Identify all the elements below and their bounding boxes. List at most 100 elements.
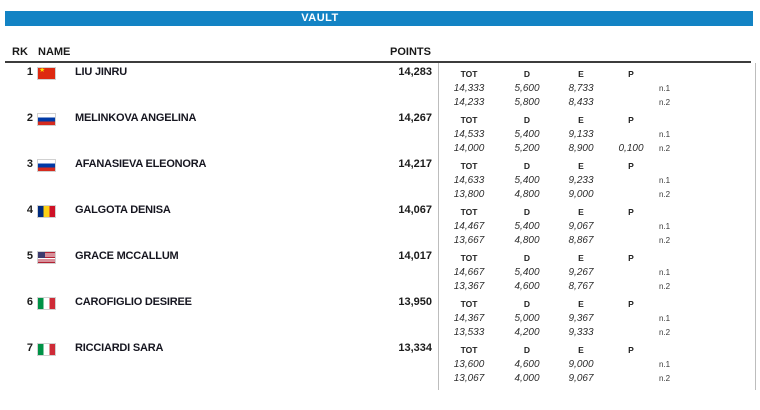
penalty-column-header: P: [628, 298, 634, 309]
d-score-column-header: D: [523, 344, 531, 355]
competitor-row: 4 GALGOTA DENISA 14,067 TOT D E P 14,467…: [0, 202, 760, 248]
vault-2-e-score: 8,767: [568, 280, 594, 292]
vault-detail-table: TOT D E P 14,533 5,400 9,133 n.1 14,000 …: [438, 110, 756, 155]
vault-1-e-score: 8,733: [568, 82, 594, 94]
total-points: 14,067: [398, 204, 432, 216]
attempt-column-spacer: [654, 348, 756, 350]
vault-2-label: n.2: [659, 327, 671, 337]
e-score-column-header: E: [578, 114, 584, 125]
romania-flag-icon: [38, 206, 55, 217]
vault-1-e-score: 9,133: [568, 128, 594, 140]
detail-header-row: TOT D E P: [438, 202, 756, 219]
competitor-row: 6 CAROFIGLIO DESIREE 13,950 TOT D E P 14…: [0, 294, 760, 340]
vault-2-row: 13,667 4,800 8,867 n.2: [438, 233, 756, 247]
total-points: 14,283: [398, 66, 432, 78]
tot-column-header: TOT: [460, 206, 478, 217]
vault-1-total: 14,533: [453, 128, 485, 140]
vault-2-d-score: 5,200: [514, 142, 540, 154]
vault-1-total: 14,333: [453, 82, 485, 94]
e-score-column-header: E: [578, 252, 584, 263]
penalty-column-header: P: [628, 114, 634, 125]
vault-2-d-score: 4,800: [514, 188, 540, 200]
d-score-column-header: D: [523, 114, 531, 125]
competitor-name: MELINKOVA ANGELINA: [75, 112, 197, 124]
vault-1-label: n.1: [659, 175, 671, 185]
total-points: 14,217: [398, 158, 432, 170]
vault-1-row: 14,467 5,400 9,067 n.1: [438, 219, 756, 233]
d-score-column-header: D: [523, 252, 531, 263]
penalty-column-header: P: [628, 160, 634, 171]
vault-2-penalty: 0,100: [618, 142, 644, 154]
detail-header-row: TOT D E P: [438, 294, 756, 311]
vault-1-label: n.1: [659, 129, 671, 139]
vault-1-row: 14,533 5,400 9,133 n.1: [438, 127, 756, 141]
name-column-header: NAME: [38, 46, 71, 58]
penalty-column-header: P: [628, 68, 634, 79]
vault-detail-table: TOT D E P 14,467 5,400 9,067 n.1 13,667 …: [438, 202, 756, 247]
competitor-name: GRACE MCCALLUM: [75, 250, 179, 262]
vault-detail-table: TOT D E P 14,333 5,600 8,733 n.1 14,233 …: [438, 64, 756, 109]
vault-2-e-score: 8,867: [568, 234, 594, 246]
vault-1-label: n.1: [659, 267, 671, 277]
vault-2-label: n.2: [659, 235, 671, 245]
rank-number: 5: [26, 250, 33, 262]
tot-column-header: TOT: [460, 344, 478, 355]
results-list: 1 LIU JINRU 14,283 TOT D E P 14,333 5,60…: [0, 64, 760, 386]
tot-column-header: TOT: [460, 68, 478, 79]
vault-2-row: 13,800 4,800 9,000 n.2: [438, 187, 756, 201]
vault-2-e-score: 8,433: [568, 96, 594, 108]
competitor-row: 1 LIU JINRU 14,283 TOT D E P 14,333 5,60…: [0, 64, 760, 110]
vault-2-total: 13,800: [453, 188, 485, 200]
vault-1-row: 14,333 5,600 8,733 n.1: [438, 81, 756, 95]
attempt-column-spacer: [654, 256, 756, 258]
vault-1-d-score: 5,600: [514, 82, 540, 94]
vault-1-e-score: 9,267: [568, 266, 594, 278]
vault-2-label: n.2: [659, 143, 671, 153]
total-points: 13,334: [398, 342, 432, 354]
vault-2-d-score: 4,000: [514, 372, 540, 384]
vault-1-label: n.1: [659, 313, 671, 323]
attempt-column-spacer: [654, 164, 756, 166]
china-flag-icon: [38, 68, 55, 79]
rank-number: 4: [26, 204, 33, 216]
vault-1-d-score: 4,600: [514, 358, 540, 370]
tot-column-header: TOT: [460, 160, 478, 171]
event-title: VAULT: [301, 12, 339, 24]
vault-1-e-score: 9,367: [568, 312, 594, 324]
vault-1-label: n.1: [659, 83, 671, 93]
detail-table-left-divider: [438, 63, 439, 390]
vault-1-e-score: 9,000: [568, 358, 594, 370]
italy-flag-icon: [38, 298, 55, 309]
vault-2-label: n.2: [659, 189, 671, 199]
rank-number: 2: [26, 112, 33, 124]
rank-number: 1: [26, 66, 33, 78]
vault-2-e-score: 9,067: [568, 372, 594, 384]
vault-2-e-score: 8,900: [568, 142, 594, 154]
attempt-column-spacer: [654, 72, 756, 74]
d-score-column-header: D: [523, 206, 531, 217]
vault-1-total: 14,467: [453, 220, 485, 232]
vault-1-e-score: 9,233: [568, 174, 594, 186]
tot-column-header: TOT: [460, 298, 478, 309]
rank-number: 7: [26, 342, 33, 354]
vault-1-d-score: 5,400: [514, 266, 540, 278]
vault-2-e-score: 9,000: [568, 188, 594, 200]
usa-flag-icon: [38, 252, 55, 263]
russia-flag-icon: [38, 160, 55, 171]
e-score-column-header: E: [578, 206, 584, 217]
vault-1-total: 14,667: [453, 266, 485, 278]
vault-2-d-score: 4,800: [514, 234, 540, 246]
vault-1-d-score: 5,400: [514, 128, 540, 140]
penalty-column-header: P: [628, 344, 634, 355]
e-score-column-header: E: [578, 68, 584, 79]
vault-1-row: 13,600 4,600 9,000 n.1: [438, 357, 756, 371]
rank-number: 6: [26, 296, 33, 308]
e-score-column-header: E: [578, 344, 584, 355]
vault-1-total: 14,367: [453, 312, 485, 324]
attempt-column-spacer: [654, 302, 756, 304]
detail-header-row: TOT D E P: [438, 156, 756, 173]
penalty-column-header: P: [628, 206, 634, 217]
tot-column-header: TOT: [460, 114, 478, 125]
competitor-row: 2 MELINKOVA ANGELINA 14,267 TOT D E P 14…: [0, 110, 760, 156]
